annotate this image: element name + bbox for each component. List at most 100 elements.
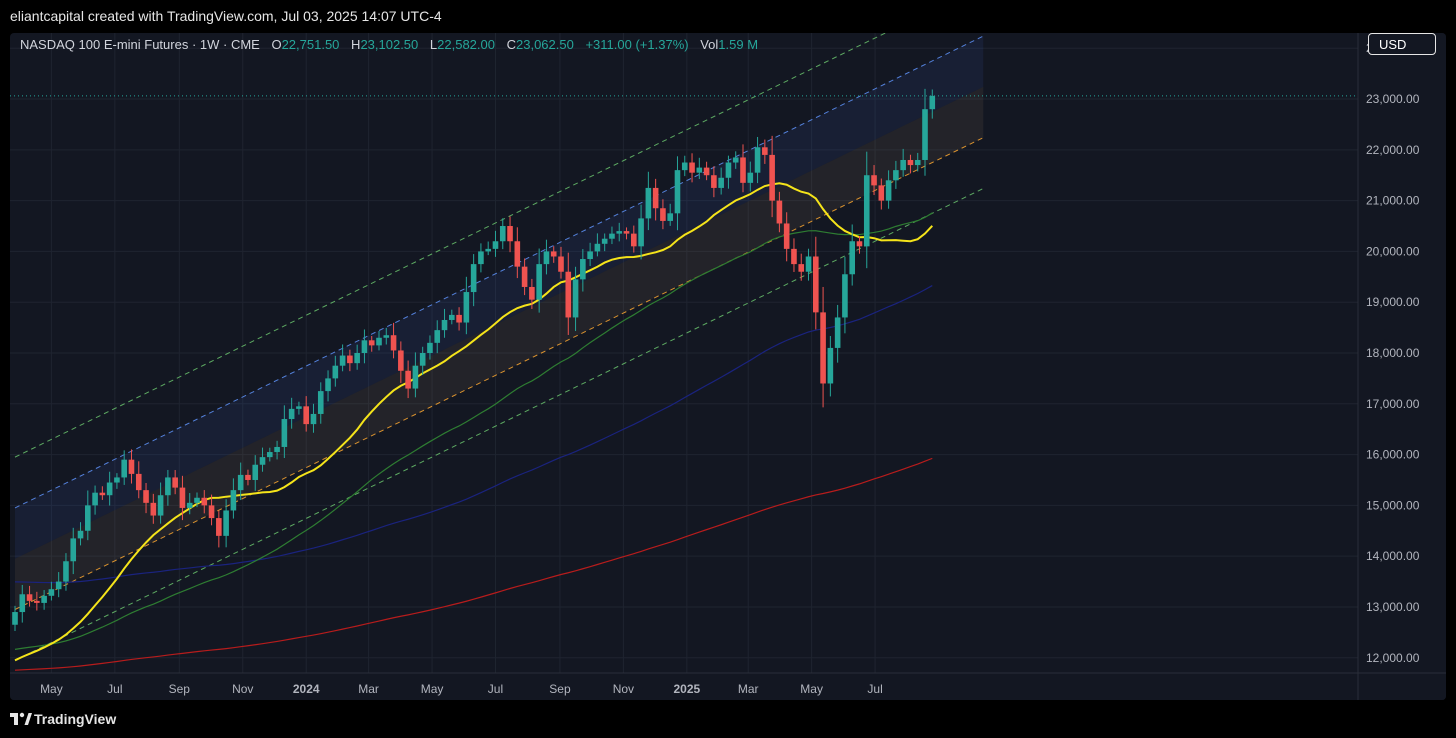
top-caption-bar: eliantcapital created with TradingView.c… [0,0,1456,33]
candle-body [791,248,797,265]
candle-down [172,470,178,495]
candle-body [186,502,193,508]
candle-down [34,591,40,611]
candle-up [194,492,200,508]
candle-up [463,276,470,335]
candle-up [492,230,499,257]
candle-body [267,452,273,458]
candle-body [34,600,40,603]
candle-body [645,187,652,219]
candle-body [667,213,673,221]
candle-body [172,477,178,488]
candle-body [55,581,62,590]
candle-body [150,502,157,516]
candle-up [609,226,615,245]
candle-up [645,171,652,231]
channel-upper-fill [15,36,984,559]
x-tick-label: Jul [867,682,882,696]
candle-body [820,312,826,384]
candle-body [798,264,805,272]
candle-up [383,327,390,345]
candle-up [121,450,127,485]
sma50-line [14,212,933,650]
price-chart[interactable]: 23,062.50 12,000.00 13,000.00 14,000.00 15,… [10,33,1446,700]
candle-up [376,330,382,351]
candle-body [529,286,535,300]
candle-down [99,486,106,500]
candle-body [594,243,601,252]
candle-body [827,347,834,384]
candle-up [449,309,455,325]
candle-body [143,490,149,503]
last-price-line: 23,062.50 [10,85,1442,106]
symbol-name[interactable]: NASDAQ 100 E-mini Futures · 1W · CME [20,37,260,52]
candle-body [543,251,550,265]
candle-up [470,254,477,307]
candle-up [259,447,266,472]
y-tick-label: 17,000.00 [1366,397,1420,411]
x-tick-label: Sep [169,682,191,696]
candle-up [55,572,62,598]
candle-down [769,135,775,218]
channel-line [14,188,984,661]
candle-up [317,382,324,424]
candle-up [434,320,441,354]
change-value: +311.00 (+1.37%) [585,37,689,52]
candle-down [347,349,353,372]
candle-down [398,341,404,383]
open-value: 22,751.50 [281,37,340,52]
candle-up [900,148,906,177]
candle-body [325,378,331,392]
candle-down [456,307,462,331]
candle-up [441,308,448,338]
candle-up [747,161,754,192]
candle-up [638,204,644,260]
moving-averages [14,182,934,671]
candle-up [681,155,688,177]
candle-up [718,167,724,195]
candle-down [878,178,885,210]
candles [12,88,936,631]
candle-body [878,185,885,201]
candle-up [616,222,623,242]
currency-button[interactable]: USD [1368,33,1436,55]
candle-up [427,335,433,360]
chart-panel[interactable]: 23,062.50 12,000.00 13,000.00 14,000.00 15,… [10,33,1446,700]
candle-body [274,446,280,453]
candle-body [813,256,819,313]
candle-body [252,464,259,480]
axes: 12,000.00 13,000.00 14,000.00 15,000.00 16,0… [10,33,1446,700]
candle-up [674,156,681,231]
candle-body [776,200,783,224]
candle-up [106,471,113,506]
channel-line [14,35,984,509]
candle-down [216,510,222,548]
candle-body [216,518,222,536]
candle-body [70,538,77,562]
x-tick-label: Sep [549,682,571,696]
candle-body [609,233,615,239]
candle-down [820,286,826,408]
candle-body [507,226,513,242]
candle-up [310,403,317,433]
sma200-line [14,457,933,671]
candle-down [776,191,783,233]
candle-body [135,473,142,491]
candle-down [208,494,215,526]
candle-up [165,469,171,506]
candle-body [427,342,433,353]
candle-body [492,241,499,249]
candle-down [813,236,819,330]
candle-body [783,223,790,249]
candle-body [703,167,710,176]
candle-body [310,413,317,425]
candle-body [223,510,229,536]
candle-down [740,144,746,193]
candle-up [274,440,280,460]
channel-line [14,137,984,610]
candle-up [361,329,368,364]
candle-up [914,152,921,172]
candle-body [914,159,921,166]
x-tick-label: May [421,682,444,696]
candle-down [550,246,557,263]
